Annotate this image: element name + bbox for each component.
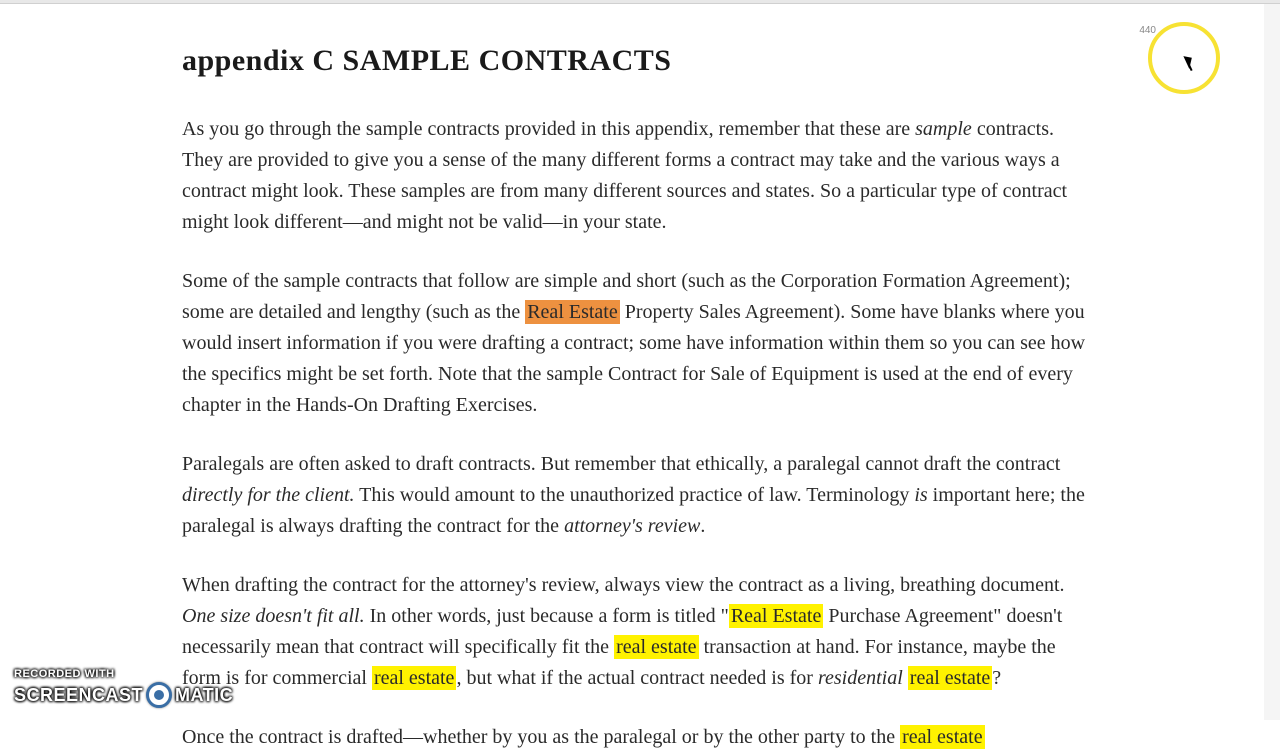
watermark-logo-icon <box>146 682 172 708</box>
p3-a: Paralegals are often asked to draft cont… <box>182 453 1060 475</box>
paragraph-5: Once the contract is drafted—whether by … <box>182 722 1098 753</box>
watermark-brand-2: MATIC <box>175 685 233 706</box>
p4-e: , but what if the actual contract needed… <box>456 667 818 689</box>
scrollbar[interactable] <box>1264 4 1280 720</box>
page-number: 440 <box>1139 25 1156 36</box>
p3-b: This would amount to the unauthorized pr… <box>355 484 915 506</box>
cursor-highlight-ring <box>1148 22 1220 94</box>
p3-italic3: attorney's review <box>564 515 700 537</box>
p4-b: In other words, just because a form is t… <box>365 605 729 627</box>
p4-f: ? <box>992 667 1001 689</box>
paragraph-2: Some of the sample contracts that follow… <box>182 266 1098 421</box>
p4-italic: One size doesn't fit all. <box>182 605 365 627</box>
watermark-brand-1: SCREENCAST <box>14 685 143 706</box>
highlight-real-estate-2: real estate <box>614 635 699 659</box>
highlight-real-estate-orange: Real Estate <box>525 300 620 324</box>
cursor-icon <box>1186 54 1193 68</box>
paragraph-1: As you go through the sample contracts p… <box>182 114 1098 238</box>
p4-a: When drafting the contract for the attor… <box>182 574 1065 596</box>
p1-italic: sample <box>915 118 972 140</box>
screencast-watermark: RECORDED WITH SCREENCAST MATIC <box>14 668 233 708</box>
p3-italic2: is <box>914 484 927 506</box>
highlight-real-estate-4: real estate <box>908 666 993 690</box>
highlight-real-estate-3: real estate <box>372 666 457 690</box>
watermark-recorded-label: RECORDED WITH <box>14 668 233 680</box>
p4-italic2: residential <box>818 667 908 689</box>
watermark-logo-inner <box>154 690 164 700</box>
page-title: appendix C SAMPLE CONTRACTS <box>182 44 1098 78</box>
highlight-real-estate-1: Real Estate <box>729 604 824 628</box>
p5-a: Once the contract is drafted—whether by … <box>182 726 900 748</box>
highlight-real-estate-5: real estate <box>900 725 985 749</box>
p3-italic1: directly for the client. <box>182 484 355 506</box>
p3-d: . <box>700 515 705 537</box>
document-content: appendix C SAMPLE CONTRACTS As you go th… <box>0 4 1280 753</box>
p1-text-pre: As you go through the sample contracts p… <box>182 118 915 140</box>
paragraph-4: When drafting the contract for the attor… <box>182 570 1098 694</box>
paragraph-3: Paralegals are often asked to draft cont… <box>182 449 1098 542</box>
